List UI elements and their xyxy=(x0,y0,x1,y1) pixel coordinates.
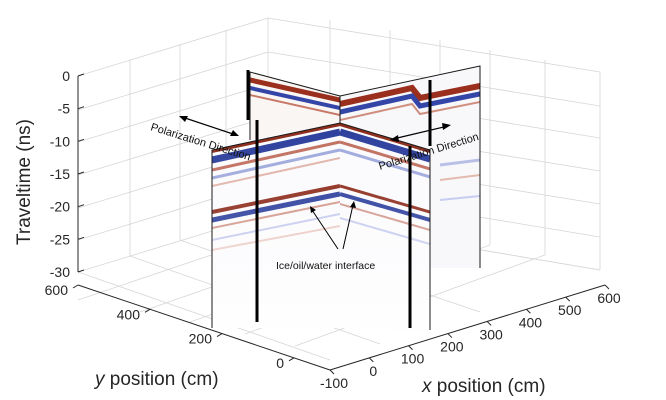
y-tick-label: 0 xyxy=(276,355,284,371)
x-axis-label: x position (cm) xyxy=(421,376,546,397)
z-tick-mark xyxy=(77,73,85,77)
z-axis-label: Traveltime (ns) xyxy=(14,119,35,245)
x-tick-mark xyxy=(447,333,453,338)
polarization-left: Polarization Direction xyxy=(149,116,252,163)
z-tick-label: -10 xyxy=(50,133,70,149)
z-tick-mark xyxy=(77,106,85,110)
z-tick-mark xyxy=(77,236,85,240)
x-tick-mark xyxy=(604,284,610,290)
interface-annotation: Ice/oil/water interface xyxy=(276,201,375,272)
x-tick-mark xyxy=(486,321,492,326)
x-tick-label: -100 xyxy=(320,375,348,391)
y-tick-mark xyxy=(288,357,295,362)
slice-frames xyxy=(211,65,481,330)
marker-lines xyxy=(246,70,432,328)
z-tick-mark xyxy=(77,269,85,273)
z-tick-label: -5 xyxy=(58,101,71,117)
y-axis: 600 400 200 0 y position (cm) xyxy=(45,282,331,390)
y-tick-label: 200 xyxy=(189,331,213,347)
x-axis-rest: position (cm) xyxy=(432,376,546,397)
x-tick-label: 300 xyxy=(479,326,503,342)
x-tick-label: 500 xyxy=(558,302,582,318)
x-tick-label: 600 xyxy=(597,290,621,306)
polarization-left-label: Polarization Direction xyxy=(149,121,252,163)
y-tick-mark xyxy=(72,284,79,289)
x-tick-mark xyxy=(408,345,413,351)
y-tick-mark xyxy=(144,308,151,313)
z-tick-label: -15 xyxy=(50,166,70,182)
x-tick-mark xyxy=(329,369,335,375)
y-tick-label: 400 xyxy=(117,306,141,322)
z-tick-mark xyxy=(77,171,85,175)
x-tick-mark xyxy=(368,357,374,363)
y-axis-rest: position (cm) xyxy=(105,369,219,390)
y-tick-mark xyxy=(216,333,223,338)
x-axis-var: x xyxy=(421,376,433,397)
z-tick-label: 0 xyxy=(62,68,70,84)
z-axis: 0 -5 -10 -15 -20 -25 -30 Traveltime (ns) xyxy=(14,68,85,280)
x-tick-label: 200 xyxy=(440,339,464,355)
z-tick-label: -25 xyxy=(50,231,70,247)
x-tick-mark xyxy=(526,308,531,314)
z-tick-mark xyxy=(77,204,85,208)
z-tick-mark xyxy=(77,138,85,142)
radargram-front-left xyxy=(212,123,340,328)
radargram-front-right xyxy=(340,123,430,330)
x-tick-label: 400 xyxy=(519,314,543,330)
z-tick-label: -20 xyxy=(50,199,70,215)
z-tick-label: -30 xyxy=(50,264,70,280)
y-axis-var: y xyxy=(93,369,106,390)
x-tick-label: 0 xyxy=(369,363,377,379)
x-tick-label: 100 xyxy=(401,351,425,367)
y-tick-label: 600 xyxy=(45,282,69,298)
interface-label: Ice/oil/water interface xyxy=(276,260,375,272)
x-tick-mark xyxy=(565,296,571,302)
x-axis: -100 0 100 200 300 400 500 600 x position (cm) xyxy=(320,284,621,397)
y-axis-label: y position (cm) xyxy=(93,369,219,390)
